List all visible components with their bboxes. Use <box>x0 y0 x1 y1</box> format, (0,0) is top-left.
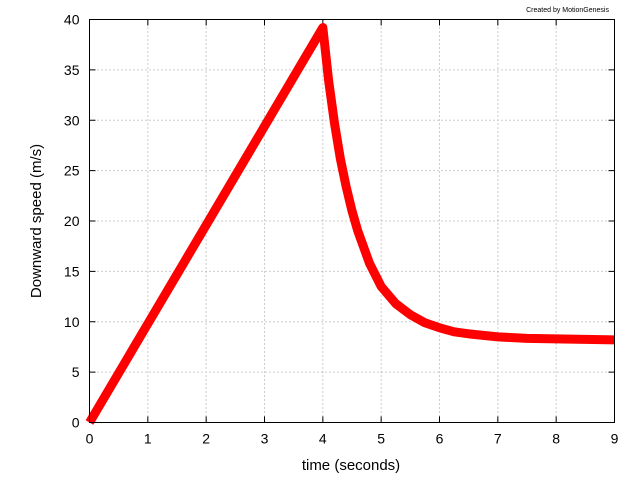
speed-line <box>85 23 615 425</box>
y-tick-label: 35 <box>64 62 80 78</box>
series-group <box>85 23 615 425</box>
x-tick-label: 4 <box>319 431 327 447</box>
y-tick-label: 40 <box>64 12 80 28</box>
x-tick-label: 5 <box>377 431 385 447</box>
y-axis-label: Downward speed (m/s) <box>28 144 45 298</box>
x-tick-label: 3 <box>261 431 269 447</box>
x-tick-label: 6 <box>436 431 444 447</box>
credit-text: Created by MotionGenesis <box>526 7 609 14</box>
x-axis-label: time (seconds) <box>302 457 400 474</box>
y-tick-label: 15 <box>64 263 80 279</box>
plot-frame <box>89 19 615 423</box>
y-tick-label: 0 <box>72 415 80 431</box>
x-tick-label: 0 <box>86 431 94 447</box>
y-tick-label: 20 <box>64 213 80 229</box>
y-tick-label: 5 <box>72 364 80 380</box>
x-tick-label: 9 <box>611 431 619 447</box>
y-tick-label: 10 <box>64 314 80 330</box>
tick-labels: 0 1 2 3 4 5 6 7 8 9 0 5 10 15 20 25 30 35 40 <box>64 12 619 447</box>
y-tick-label: 25 <box>64 163 80 179</box>
x-tick-label: 1 <box>144 431 152 447</box>
y-tick-label: 30 <box>64 112 80 128</box>
x-tick-label: 8 <box>552 431 560 447</box>
x-tick-label: 7 <box>494 431 502 447</box>
x-tick-label: 2 <box>202 431 210 447</box>
